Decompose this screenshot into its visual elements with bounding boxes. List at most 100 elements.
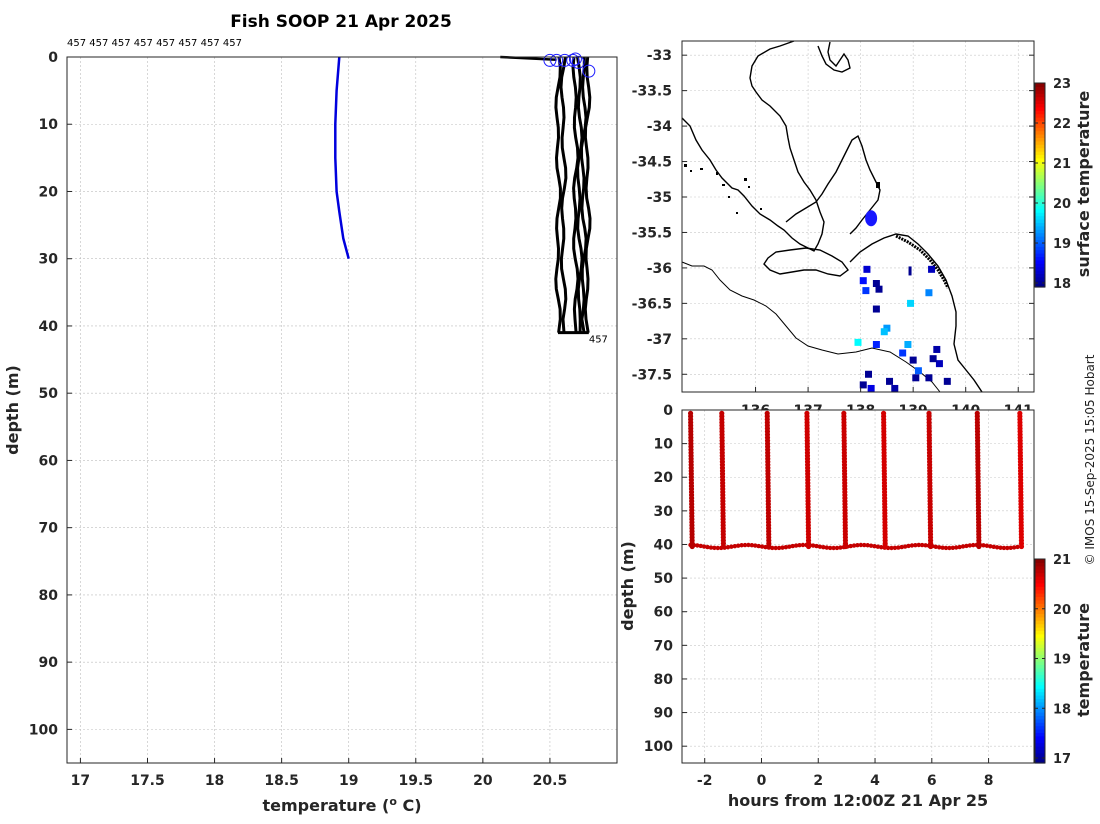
colorbar-segment (1035, 147, 1045, 152)
colorbar-tick-label: 20 (1053, 197, 1071, 212)
colorbar-segment (1035, 86, 1045, 91)
colorbar-segment (1035, 229, 1045, 234)
colorbar-segment (1035, 749, 1045, 754)
section-point (800, 542, 806, 548)
sst-pixel (883, 324, 891, 332)
colorbar-segment (1035, 232, 1045, 237)
colorbar-segment (1035, 596, 1045, 601)
temperature-colorbar: 17 18 19 20 21 (1034, 553, 1071, 767)
section-point (766, 543, 772, 550)
sst-pixel (925, 374, 933, 382)
y-tick-label: 50 (39, 386, 59, 402)
colorbar-segment (1035, 674, 1045, 679)
section-x-tick-label: 8 (984, 773, 994, 789)
colorbar-tick-label: 18 (1053, 702, 1071, 717)
colorbar-segment (1035, 266, 1045, 271)
coast-islands (684, 164, 880, 214)
section-point (715, 545, 720, 551)
colorbar-segment (1035, 589, 1045, 594)
map-lat-label: -36 (647, 261, 672, 277)
colorbar-segment (1035, 729, 1045, 733)
section-point (976, 543, 982, 550)
colorbar-tick-label: 20 (1053, 603, 1071, 618)
ship-track (895, 234, 950, 289)
colorbar-segment (1035, 664, 1045, 669)
colorbar-tick-label: 21 (1053, 553, 1071, 568)
sst-pixel (859, 277, 867, 285)
colorbar-segment (1035, 181, 1045, 186)
section-point (1018, 543, 1025, 550)
colorbar-segment (1035, 739, 1045, 744)
section-point (705, 544, 710, 550)
section-point (817, 544, 823, 549)
colorbar-segment (1035, 695, 1045, 699)
profile-axes-box (66, 56, 618, 764)
x-tick-label: 17 (71, 773, 90, 789)
profile-surface-marker (558, 53, 572, 67)
sst-pixel (865, 370, 873, 378)
section-point (919, 542, 925, 548)
colorbar-segment (1035, 746, 1045, 750)
sst-pixels (854, 210, 951, 392)
section-point (862, 542, 867, 548)
profile-surface-marker (571, 55, 585, 69)
sst-pixel (872, 305, 880, 313)
y-tick-label: 60 (39, 453, 59, 469)
colorbar-segment (1035, 219, 1045, 223)
section-y-tick-label: 40 (654, 537, 674, 553)
colorbar-segment (1035, 650, 1045, 655)
section-point (909, 543, 915, 548)
colorbar-segment (1035, 593, 1045, 597)
colorbar-segment (1035, 599, 1045, 604)
y-tick-label: 10 (39, 117, 59, 133)
section-point (810, 543, 816, 548)
section-point (797, 543, 802, 548)
colorbar-segment (1035, 705, 1045, 710)
section-point (879, 545, 884, 550)
sst-pixel (872, 280, 880, 288)
colorbar-segment (1035, 161, 1045, 166)
colorbar-segment (1035, 725, 1045, 730)
section-point (805, 543, 812, 550)
colorbar-segment (1035, 718, 1045, 723)
section-point (928, 543, 934, 550)
colorbar-segment (1035, 280, 1045, 285)
colorbar-segment (1035, 640, 1045, 645)
x-tick-label: 18 (205, 773, 224, 789)
section-point (1015, 544, 1020, 550)
colorbar-segment (1035, 681, 1045, 686)
map-lat-label: -34 (647, 119, 673, 135)
sst-pixel (914, 367, 922, 375)
sst-pixel (908, 266, 912, 276)
section-point (984, 543, 990, 548)
section-point (732, 543, 737, 549)
sst-pixel (933, 345, 941, 353)
colorbar-segment (1035, 654, 1045, 659)
colorbar-segment (1035, 120, 1045, 125)
y-tick-label: 70 (39, 521, 59, 537)
y-tick-label: 30 (39, 252, 59, 268)
colorbar-segment (1035, 96, 1045, 101)
section-point (913, 542, 918, 548)
section-point (773, 545, 778, 551)
eyre-peninsula-coast (681, 40, 825, 252)
profile-surface-marker (568, 52, 582, 66)
colorbar-segment (1035, 123, 1045, 128)
section-data (687, 410, 1025, 551)
sst-pixel (862, 287, 870, 295)
climatology-line (334, 56, 350, 260)
section-point (701, 544, 707, 549)
section-point (749, 542, 755, 548)
colorbar-segment (1035, 195, 1045, 200)
colorbar-segment (1035, 661, 1045, 665)
colorbar-segment (1035, 137, 1045, 142)
profile-bottom-label: 457 (589, 335, 608, 346)
colorbar-tick-label: 23 (1053, 77, 1071, 92)
y-tick-label: 90 (39, 655, 59, 671)
section-point (739, 543, 744, 548)
colorbar-segment (1035, 253, 1045, 257)
profile-line (576, 56, 584, 333)
section-point (960, 544, 966, 549)
section-point (936, 545, 942, 550)
section-point (868, 543, 874, 548)
